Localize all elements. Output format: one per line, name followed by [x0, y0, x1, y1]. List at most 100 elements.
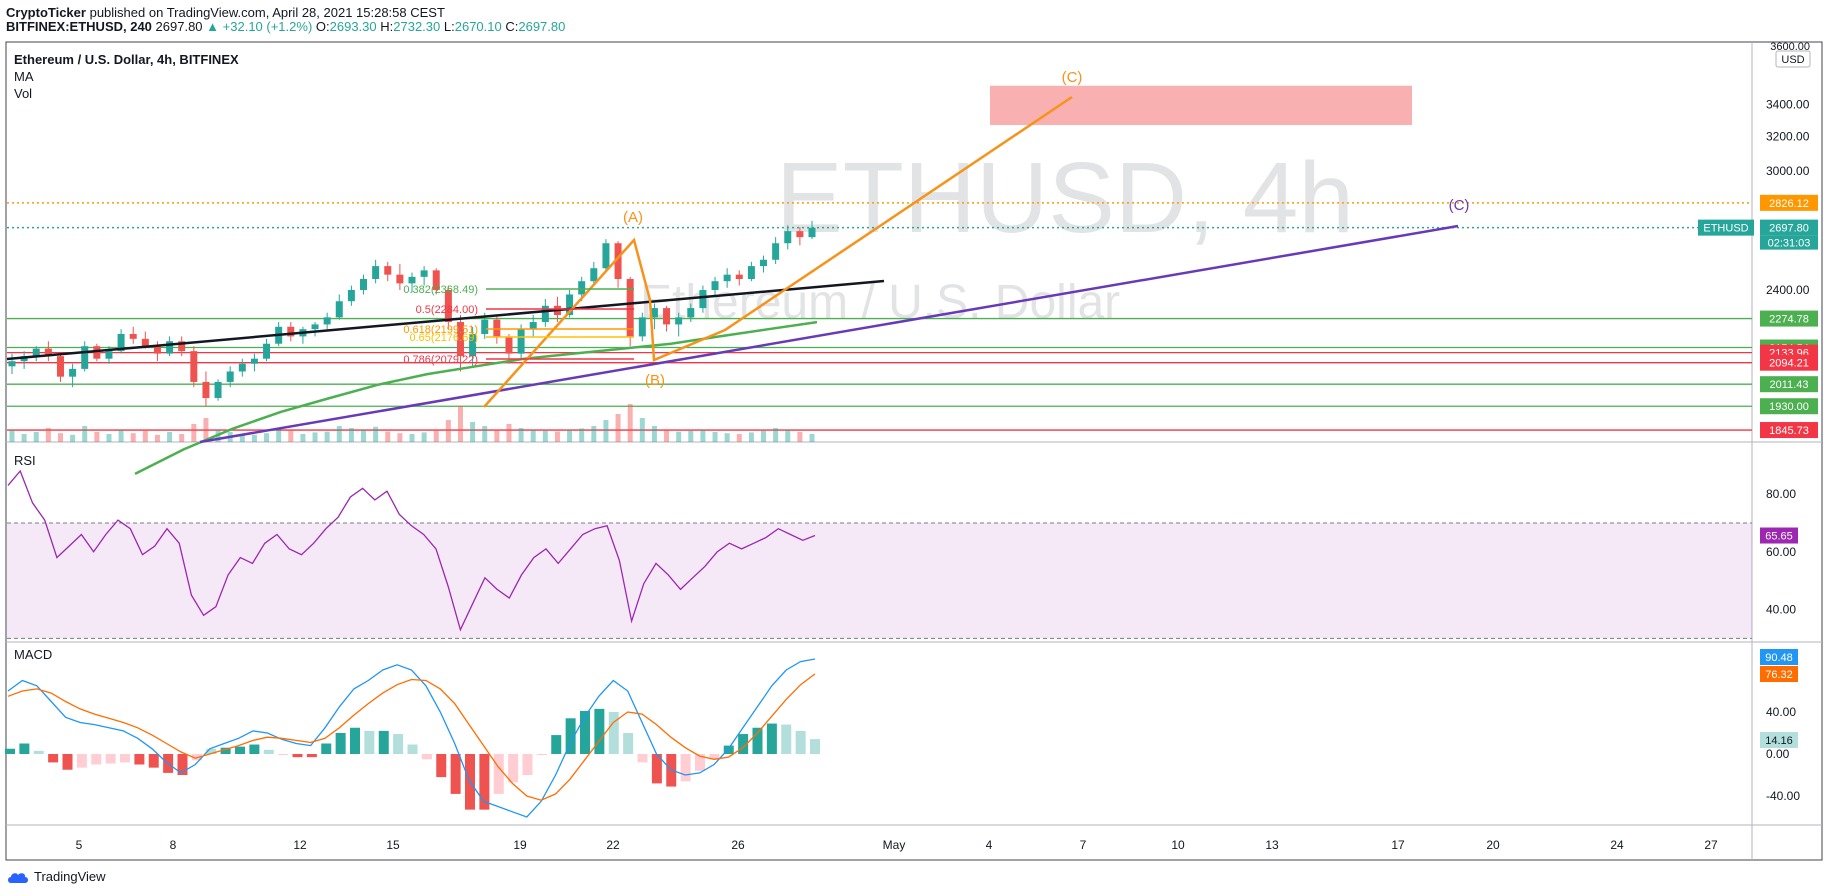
macd-histogram-bar	[120, 754, 130, 763]
legend-rsi[interactable]: RSI	[14, 453, 36, 468]
macd-histogram-bar	[623, 733, 634, 754]
time-tick-label: 7	[1080, 838, 1087, 852]
fib-level-label: 0.618(2199.51)	[403, 324, 478, 336]
candle-body	[663, 308, 671, 325]
symbol-tag	[1698, 219, 1754, 236]
volume-bar	[603, 420, 609, 442]
legend-vol[interactable]: Vol	[14, 86, 32, 101]
volume-bar	[33, 432, 39, 442]
candle-body	[8, 361, 16, 367]
tradingview-logo[interactable]: TradingView	[6, 869, 106, 884]
candle-body	[566, 294, 574, 316]
candle-body	[347, 290, 355, 302]
volume-bar	[797, 432, 803, 442]
volume-bar	[724, 433, 730, 442]
macd-value-tag	[1760, 666, 1798, 682]
volume-bar	[154, 434, 160, 442]
volume-bar	[82, 426, 88, 442]
volume-bar	[264, 433, 270, 442]
macd-histogram-bar	[249, 744, 260, 754]
publish-line: CryptoTicker published on TradingView.co…	[6, 5, 445, 20]
candle-body	[626, 279, 634, 337]
volume-bar	[179, 434, 185, 442]
open-value: 2693.30	[329, 19, 377, 34]
macd-histogram-bar	[19, 743, 30, 754]
rsi-band	[7, 522, 1752, 639]
candle-body	[372, 266, 380, 280]
rsi-tick-label: 80.00	[1766, 487, 1796, 501]
macd-histogram-bar	[48, 754, 59, 763]
candle-body	[808, 227, 816, 238]
candle-body	[590, 268, 598, 282]
time-tick-label: 19	[513, 838, 527, 852]
time-tick-label: 26	[731, 838, 745, 852]
time-tick-label: 8	[170, 838, 177, 852]
price-tick-label: 3200.00	[1766, 130, 1810, 144]
volume-bar	[288, 430, 294, 442]
macd-histogram-bar	[752, 727, 763, 754]
candle-body	[784, 231, 792, 244]
macd-line	[7, 658, 816, 818]
price-level-tag	[1760, 194, 1818, 211]
macd-value-tag	[1760, 732, 1798, 748]
macd-histogram-bar	[651, 754, 662, 784]
candle-body	[735, 274, 743, 280]
currency-label: USD	[1781, 54, 1804, 66]
macd-value: 76.32	[1765, 669, 1793, 681]
tradingview-cloud-icon	[8, 872, 28, 883]
candle-body	[323, 317, 331, 325]
legend-macd[interactable]: MACD	[14, 647, 52, 662]
macd-histogram-bar	[148, 754, 159, 768]
macd-histogram-bar	[709, 754, 720, 760]
macd-histogram-bar	[594, 708, 605, 754]
candle-body	[517, 329, 525, 354]
price-axis-top-label: 3600.00	[1770, 41, 1810, 53]
candle-body	[105, 351, 113, 359]
macd-histogram-bar	[335, 733, 346, 754]
macd-histogram-bar	[76, 754, 87, 768]
time-tick-label: 24	[1610, 838, 1624, 852]
candle-body	[469, 333, 477, 357]
candle-body	[214, 381, 222, 399]
volume-bar	[385, 431, 391, 442]
price-level-value: 1930.00	[1769, 401, 1809, 413]
macd-histogram-bar	[407, 744, 418, 754]
macd-histogram-bar	[350, 727, 360, 754]
macd-histogram-bar	[551, 735, 562, 754]
candle-body	[335, 301, 343, 318]
elliott-wave-path	[483, 95, 1073, 408]
macd-histogram-bar	[134, 754, 145, 765]
rsi-tick-label: 60.00	[1766, 545, 1796, 559]
last-price: 2697.80	[155, 19, 203, 34]
wave-label: (C)	[1062, 69, 1083, 86]
publisher-name[interactable]: CryptoTicker	[6, 5, 86, 20]
price-pane[interactable]: 0.382(2368.49) 0.5(2284.00) 0.618(2199.51)…	[6, 69, 1752, 476]
macd-histogram-bar	[608, 712, 619, 754]
price-level-value: 1845.73	[1769, 425, 1809, 437]
macd-pane[interactable]	[5, 658, 820, 818]
currency-box	[1775, 50, 1811, 68]
volume-bar	[615, 414, 621, 442]
fib-level-label: 0.65(2176.69)	[410, 332, 479, 344]
candle-body	[166, 341, 174, 354]
rsi-pane[interactable]	[7, 469, 1752, 639]
price-level-tag	[1760, 376, 1818, 393]
countdown-value: 02:31:03	[1768, 238, 1811, 250]
macd-histogram-bar	[766, 723, 777, 754]
volume-bar	[361, 430, 367, 442]
fib-level-label: 0.786(2079.22)	[403, 354, 478, 366]
watermark-symbol: ETHUSD, 4h	[776, 142, 1354, 254]
candle-body	[81, 346, 89, 369]
candle-body	[796, 231, 804, 238]
volume-bar	[397, 433, 403, 442]
legend-ma[interactable]: MA	[14, 69, 34, 84]
volume-bar	[676, 431, 682, 442]
time-tick-label: 15	[386, 838, 400, 852]
legend-title: Ethereum / U.S. Dollar, 4h, BITFINEX	[14, 52, 239, 67]
volume-bar	[57, 433, 63, 442]
volume-bar	[554, 431, 560, 442]
macd-histogram-bar	[33, 750, 44, 754]
time-tick-label: May	[883, 838, 906, 852]
volume-bar	[530, 430, 536, 442]
